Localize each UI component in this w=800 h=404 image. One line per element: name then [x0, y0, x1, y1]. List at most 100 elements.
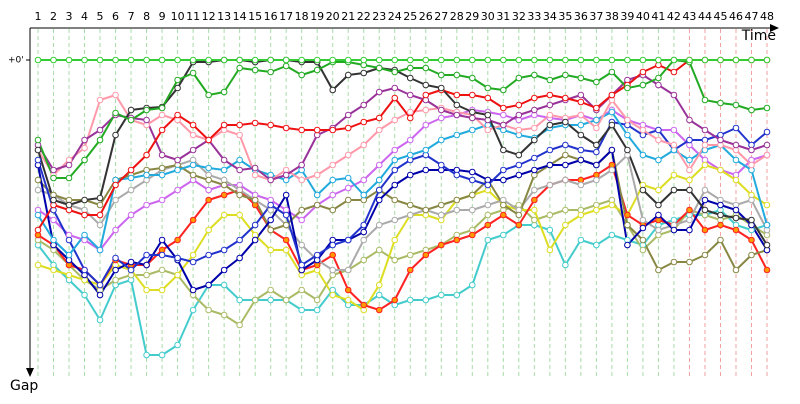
data-point — [65, 174, 73, 182]
data-point — [96, 281, 104, 289]
data-point — [686, 186, 693, 194]
data-point — [670, 141, 678, 149]
data-point — [468, 91, 476, 99]
data-point — [81, 231, 88, 239]
data-point — [50, 56, 57, 64]
data-point — [453, 196, 461, 204]
data-point — [577, 156, 585, 164]
data-point — [344, 124, 352, 132]
data-point — [577, 146, 585, 154]
data-point — [406, 114, 414, 122]
data-point — [375, 88, 383, 96]
data-point — [174, 76, 181, 84]
x-tick-label: 34 — [543, 10, 557, 23]
data-point — [453, 111, 461, 119]
data-point — [593, 161, 600, 169]
data-point — [313, 251, 321, 259]
data-point — [732, 214, 740, 222]
data-point — [344, 266, 352, 274]
data-point — [531, 166, 538, 174]
data-point — [267, 176, 274, 184]
data-point — [112, 196, 119, 204]
data-point — [546, 121, 554, 129]
data-point — [158, 236, 166, 244]
data-point — [624, 56, 631, 64]
data-point — [236, 321, 243, 329]
data-point — [732, 176, 740, 184]
data-point — [329, 161, 337, 169]
data-point — [112, 91, 119, 99]
data-point — [686, 156, 693, 164]
x-axis-label: Time — [741, 28, 776, 44]
data-point — [515, 101, 523, 109]
data-point — [81, 291, 88, 299]
data-point — [189, 171, 197, 179]
data-point — [546, 211, 554, 219]
data-point — [112, 254, 119, 262]
data-point — [391, 166, 399, 174]
data-point — [639, 224, 647, 232]
x-tick-label: 18 — [295, 10, 309, 23]
x-tick-label: 41 — [651, 10, 665, 23]
data-point — [143, 261, 150, 269]
data-point — [763, 221, 771, 229]
data-point — [701, 251, 709, 259]
data-point — [391, 181, 399, 189]
data-point — [313, 306, 321, 314]
data-point — [655, 136, 662, 144]
data-point — [360, 221, 368, 229]
x-tick-label: 25 — [403, 10, 417, 23]
data-point — [329, 266, 337, 274]
data-point — [329, 176, 337, 184]
x-tick-label: 4 — [81, 10, 88, 23]
y-tick-label: +0' — [8, 56, 24, 66]
data-point — [360, 56, 368, 64]
data-point — [313, 191, 321, 199]
data-point — [515, 151, 523, 159]
data-point — [34, 211, 42, 219]
data-point — [158, 56, 166, 64]
data-point — [344, 236, 352, 244]
data-point — [500, 146, 507, 154]
data-point — [251, 119, 259, 127]
data-point — [593, 78, 600, 86]
data-point — [655, 201, 662, 209]
data-point — [282, 124, 290, 132]
data-point — [267, 68, 274, 76]
data-point — [639, 151, 647, 159]
data-point — [422, 296, 430, 304]
data-point — [344, 151, 352, 159]
data-point — [577, 236, 585, 244]
data-point — [158, 104, 166, 112]
x-tick-label: 19 — [310, 10, 324, 23]
data-point — [96, 126, 104, 134]
data-point — [500, 211, 507, 219]
data-point — [422, 166, 430, 174]
data-point — [391, 196, 399, 204]
data-point — [81, 196, 88, 204]
data-point — [686, 176, 693, 184]
data-point — [686, 116, 693, 124]
data-point — [158, 151, 166, 159]
data-point — [593, 241, 600, 249]
data-point — [686, 258, 693, 266]
data-point — [189, 258, 197, 266]
data-point — [391, 236, 399, 244]
data-point — [50, 166, 57, 174]
data-point — [189, 56, 197, 64]
data-point — [655, 74, 662, 82]
data-point — [608, 201, 616, 209]
data-point — [562, 94, 569, 102]
data-point — [189, 216, 197, 224]
data-point — [143, 351, 150, 359]
data-point — [484, 181, 492, 189]
data-point — [391, 84, 399, 92]
data-point — [639, 246, 647, 254]
data-point — [313, 201, 321, 209]
data-point — [437, 211, 445, 219]
data-point — [763, 128, 771, 136]
data-point — [500, 121, 507, 129]
data-point — [298, 216, 305, 224]
data-point — [655, 266, 662, 274]
data-point — [143, 56, 150, 64]
